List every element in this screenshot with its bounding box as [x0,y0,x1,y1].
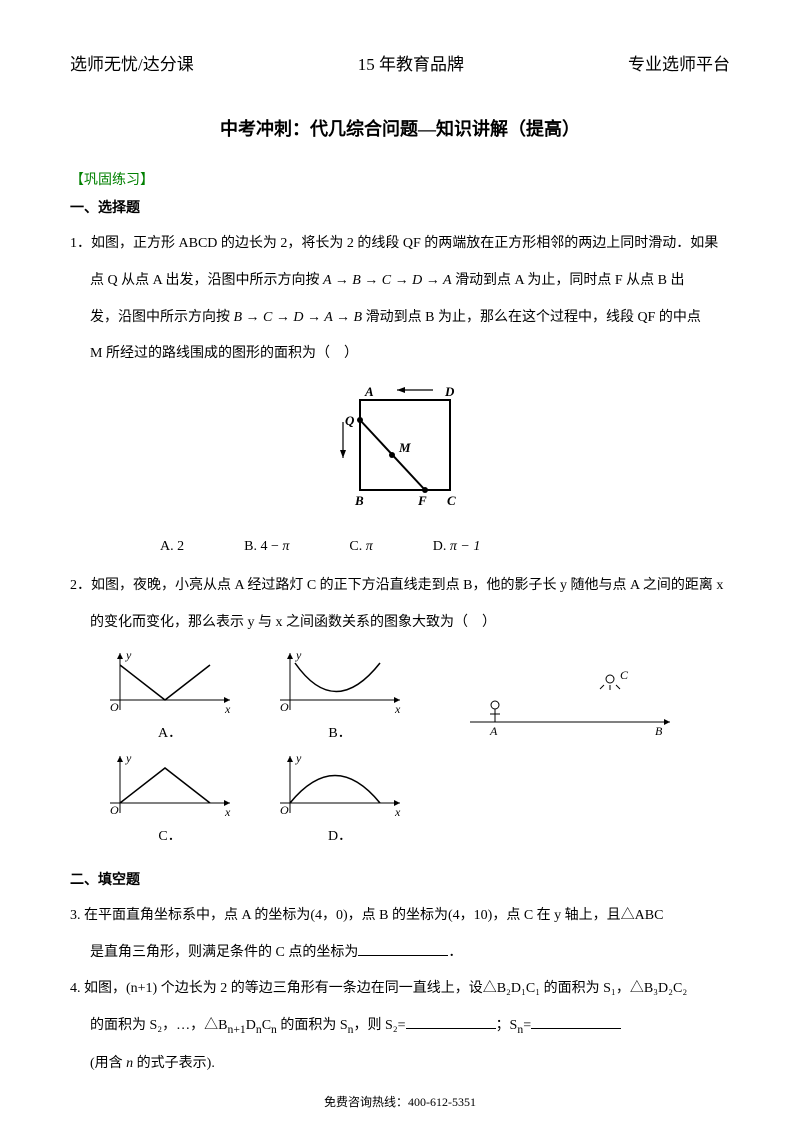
q4-line3: (用含 n 的式子表示). [70,1049,730,1080]
q2-graphA: O y x A． [100,645,240,742]
q2-graphB: O y x B． [270,645,410,742]
q4-l2-f: ；S [496,1018,518,1033]
q1-line3-post: 滑动到点 B 为止，那么在这个过程中，线段 QF 的中点 [362,310,701,325]
svg-text:x: x [394,805,401,819]
q1-line2: 点 Q 从点 A 出发，沿图中所示方向按 A → B → C → D → A 滑… [70,266,730,297]
q4-l2-sub: n+1 [228,1023,246,1036]
q1-path1: A → B → C → D → A [323,273,452,288]
q2-labB: B． [270,722,410,742]
svg-text:O: O [110,700,119,714]
q1-line1: 1．如图，正方形 ABCD 的边长为 2，将长为 2 的线段 QF 的两端放在正… [70,229,730,260]
page-title: 中考冲刺：代几综合问题—知识讲解（提高） [70,115,730,141]
q1-optC-pre: C. [349,539,365,554]
q1-line2-pre: 点 Q 从点 A 出发，沿图中所示方向按 [90,273,323,288]
svg-text:A: A [489,724,498,738]
q1-optB-pre: B. 4 − [244,539,282,554]
q1-optD-sym: π − 1 [450,539,480,554]
q1-optC: C. π [349,539,372,555]
q1-line3-pre: 发，沿图中所示方向按 [90,310,234,325]
q4-blank2 [531,1014,621,1029]
q4-l2-b: D [246,1018,256,1033]
header-center: 15 年教育品牌 [358,50,464,75]
section-1-head: 一、选择题 [70,197,730,217]
q4-l3-a: (用含 [90,1056,126,1071]
svg-text:F: F [417,493,427,508]
q4-l2-d: 的面积为 S [277,1018,348,1033]
svg-text:y: y [125,648,132,662]
svg-text:M: M [398,440,411,455]
svg-text:Q: Q [345,413,355,428]
q2-graphD: O y x D． [270,748,410,845]
q4-line2: 的面积为 S₂，…，△Bn+1DnCn 的面积为 Sn，则 S₂=；Sn= [70,1011,730,1042]
q4-l2-e: ，则 S₂= [354,1018,406,1033]
q1-diagram: A D Q M B F C [70,380,730,525]
q2-scene: A B C [460,667,680,742]
svg-text:C: C [447,493,456,508]
q1-optB: B. 4 − π [244,539,289,555]
q2-labC: C． [100,825,240,845]
q1-optC-sym: π [366,539,373,554]
q2-graph-row-2: O y x C． O y x D． [100,748,730,845]
q1-optD-pre: D. [433,539,450,554]
q2-line2: 的变化而变化，那么表示 y 与 x 之间函数关系的图象大致为（ ） [70,608,730,639]
svg-text:x: x [394,702,401,716]
q4-l3-b: 的式子表示). [133,1056,215,1071]
svg-text:y: y [295,751,302,765]
q4-l2-g: = [523,1018,531,1033]
q3-line1: 3. 在平面直角坐标系中，点 A 的坐标为(4，0)，点 B 的坐标为(4，10… [70,901,730,932]
q2-line1: 2．如图，夜晚，小亮从点 A 经过路灯 C 的正下方沿直线走到点 B，他的影子长… [70,571,730,602]
svg-text:x: x [224,805,231,819]
q3-line2-pre: 是直角三角形，则满足条件的 C 点的坐标为 [90,945,358,960]
q4-line1: 4. 如图，(n+1) 个边长为 2 的等边三角形有一条边在同一直线上，设△B₂… [70,974,730,1005]
q4-l2-c: C [262,1018,271,1033]
q1-line2-post: 滑动到点 A 为止，同时点 F 从点 B 出 [452,273,685,288]
header-right: 专业选师平台 [628,50,730,75]
q1-line4: M 所经过的路线围成的图形的面积为（ ） [70,339,730,370]
q1-optB-sym: π [282,539,289,554]
svg-text:B: B [655,724,663,738]
q3-line2-post: ． [448,945,462,960]
q4-blank1 [406,1014,496,1029]
svg-text:y: y [295,648,302,662]
q1-line3: 发，沿图中所示方向按 B → C → D → A → B 滑动到点 B 为止，那… [70,303,730,334]
svg-text:C: C [620,668,629,682]
svg-text:O: O [280,803,289,817]
page-footer: 免费咨询热线：400-612-5351 [0,1093,800,1110]
q4-l2-a: 的面积为 S₂，…，△B [90,1018,228,1033]
header-left: 选师无忧/达分课 [70,50,194,75]
page-header: 选师无忧/达分课 15 年教育品牌 专业选师平台 [70,50,730,75]
svg-text:B: B [354,493,364,508]
svg-text:x: x [224,702,231,716]
q1-optA: A. 2 [160,539,184,555]
q1-options: A. 2 B. 4 − π C. π D. π − 1 [70,539,730,555]
q1-optD: D. π − 1 [433,539,481,555]
q3-blank [358,941,448,956]
svg-text:A: A [364,384,374,399]
q2-labA: A． [100,722,240,742]
svg-text:O: O [280,700,289,714]
section-2-head: 二、填空题 [70,869,730,889]
q2-graph-row-1: O y x A． O y x B． [100,645,730,742]
q2-graphC: O y x C． [100,748,240,845]
q2-labD: D． [270,825,410,845]
svg-text:D: D [444,384,455,399]
svg-text:O: O [110,803,119,817]
practice-tag: 【巩固练习】 [70,169,730,189]
svg-text:y: y [125,751,132,765]
q3-line2: 是直角三角形，则满足条件的 C 点的坐标为 ． [70,938,730,969]
q1-path2: B → C → D → A → B [234,310,363,325]
